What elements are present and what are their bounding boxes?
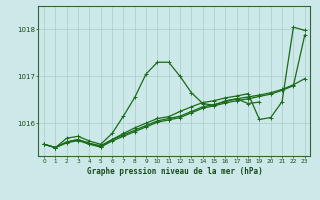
X-axis label: Graphe pression niveau de la mer (hPa): Graphe pression niveau de la mer (hPa) bbox=[86, 167, 262, 176]
